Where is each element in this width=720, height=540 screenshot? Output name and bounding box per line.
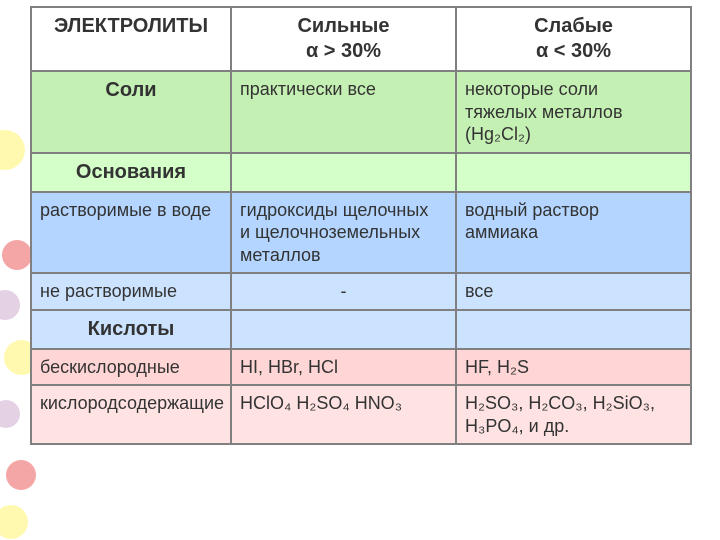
bases-insoluble-strong: -: [231, 273, 456, 310]
salts-weak-l1: некоторые соли: [465, 79, 598, 99]
bases-insoluble-weak: все: [456, 273, 691, 310]
bases-soluble-strong-l3: металлов: [240, 245, 321, 265]
decorative-bubble: [0, 400, 20, 428]
acids-oxygen-row: кислородсодержащие HClO₄ H₂SO₄ HNO₃ H₂SO…: [31, 385, 691, 444]
bases-insoluble-row: не растворимые - все: [31, 273, 691, 310]
header-weak: Слабые α < 30%: [456, 7, 691, 71]
bases-soluble-weak: водный раствор аммиака: [456, 192, 691, 274]
bases-insoluble-label: не растворимые: [31, 273, 231, 310]
decorative-bubble: [2, 240, 32, 270]
acids-header-strong: [231, 310, 456, 349]
acids-anoxic-row: бескислородные HI, HBr, HCl HF, H₂S: [31, 349, 691, 386]
header-strong-l2: α > 30%: [306, 40, 381, 62]
bases-header-strong: [231, 153, 456, 192]
header-strong-l1: Сильные: [297, 15, 389, 37]
bases-soluble-weak-l1: водный раствор: [465, 200, 599, 220]
bases-header-weak: [456, 153, 691, 192]
acids-label: Кислоты: [31, 310, 231, 349]
acids-anoxic-strong: HI, HBr, HCl: [231, 349, 456, 386]
acids-header-weak: [456, 310, 691, 349]
salts-row: Соли практически все некоторые соли тяже…: [31, 71, 691, 153]
bases-soluble-strong-l2: и щелочноземельных: [240, 222, 420, 242]
bases-soluble-strong-l1: гидроксиды щелочных: [240, 200, 428, 220]
bases-header-row: Основания: [31, 153, 691, 192]
acids-header-row: Кислоты: [31, 310, 691, 349]
bases-soluble-label: растворимые в воде: [31, 192, 231, 274]
bases-soluble-row: растворимые в воде гидроксиды щелочных и…: [31, 192, 691, 274]
acids-anoxic-weak: HF, H₂S: [456, 349, 691, 386]
electrolytes-table: ЭЛЕКТРОЛИТЫ Сильные α > 30% Слабые α < 3…: [30, 6, 692, 445]
salts-strong: практически все: [231, 71, 456, 153]
header-row: ЭЛЕКТРОЛИТЫ Сильные α > 30% Слабые α < 3…: [31, 7, 691, 71]
acids-anoxic-label: бескислородные: [31, 349, 231, 386]
bases-label: Основания: [31, 153, 231, 192]
salts-weak-l3: (Hg₂Cl₂): [465, 124, 531, 144]
salts-label: Соли: [31, 71, 231, 153]
header-electrolytes: ЭЛЕКТРОЛИТЫ: [31, 7, 231, 71]
header-weak-l2: α < 30%: [536, 40, 611, 62]
acids-oxygen-label: кислородсодержащие: [31, 385, 231, 444]
salts-weak-l2: тяжелых металлов: [465, 102, 623, 122]
acids-oxygen-weak: H₂SO₃, H₂CO₃, H₂SiO₃, H₃PO₄, и др.: [456, 385, 691, 444]
salts-weak: некоторые соли тяжелых металлов (Hg₂Cl₂): [456, 71, 691, 153]
header-weak-l1: Слабые: [534, 15, 613, 37]
decorative-bubble: [0, 130, 25, 170]
acids-oxygen-strong: HClO₄ H₂SO₄ HNO₃: [231, 385, 456, 444]
decorative-bubble: [0, 505, 28, 539]
decorative-bubble: [6, 460, 36, 490]
decorative-bubble: [0, 290, 20, 320]
bases-soluble-strong: гидроксиды щелочных и щелочноземельных м…: [231, 192, 456, 274]
bases-soluble-weak-l2: аммиака: [465, 222, 538, 242]
header-strong: Сильные α > 30%: [231, 7, 456, 71]
